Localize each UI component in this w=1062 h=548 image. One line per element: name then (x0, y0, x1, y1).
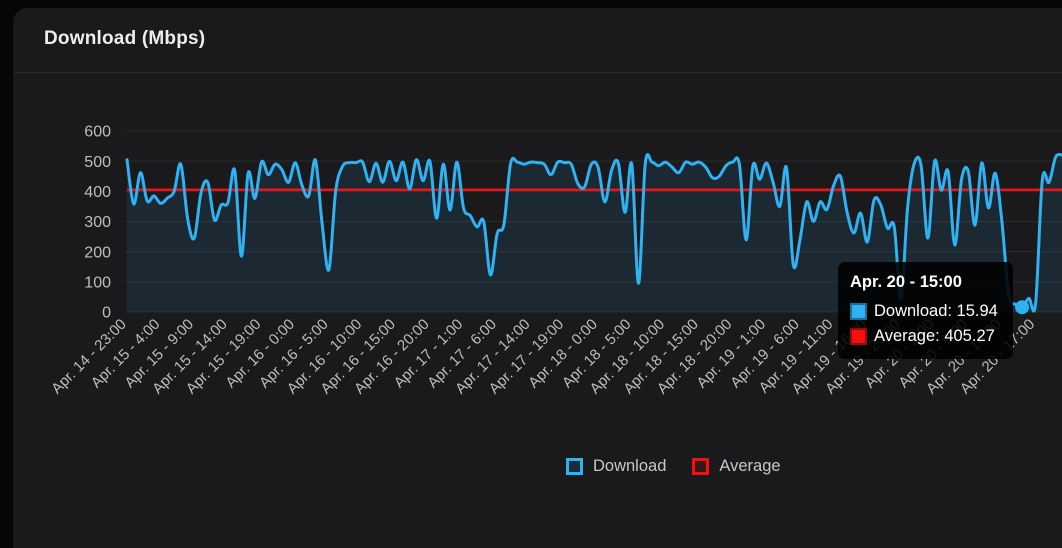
legend-label-download: Download (593, 457, 667, 475)
download-legend-swatch-icon (566, 458, 583, 475)
y-tick-label: 400 (84, 184, 111, 201)
download-area-fill (127, 154, 1062, 312)
chart-tooltip: Apr. 20 - 15:00 Download: 15.94 Average:… (838, 262, 1013, 359)
y-tick-label: 200 (84, 244, 111, 261)
legend-item-download[interactable]: Download (566, 457, 666, 476)
tooltip-row-download: Download: 15.94 (850, 302, 998, 321)
legend-item-average[interactable]: Average (692, 457, 781, 476)
download-line (125, 152, 1062, 313)
tooltip-title: Apr. 20 - 15:00 (850, 273, 962, 291)
average-swatch-icon (850, 328, 867, 345)
y-tick-label: 100 (84, 274, 111, 291)
tooltip-average-text: Average: 405.27 (874, 327, 995, 345)
y-tick-label: 500 (84, 154, 111, 171)
tooltip-download-text: Download: 15.94 (874, 302, 998, 320)
chart-legend: Download Average (566, 457, 781, 476)
hovered-data-point[interactable] (1015, 300, 1030, 315)
legend-label-average: Average (719, 457, 781, 475)
tooltip-row-average: Average: 405.27 (850, 327, 998, 346)
y-tick-label: 0 (102, 305, 111, 322)
download-swatch-icon (850, 303, 867, 320)
chart-title: Download (Mbps) (44, 28, 206, 49)
card-header-divider (14, 72, 1062, 73)
y-tick-label: 600 (84, 124, 111, 141)
average-legend-swatch-icon (692, 458, 710, 475)
y-tick-label: 300 (84, 214, 111, 231)
